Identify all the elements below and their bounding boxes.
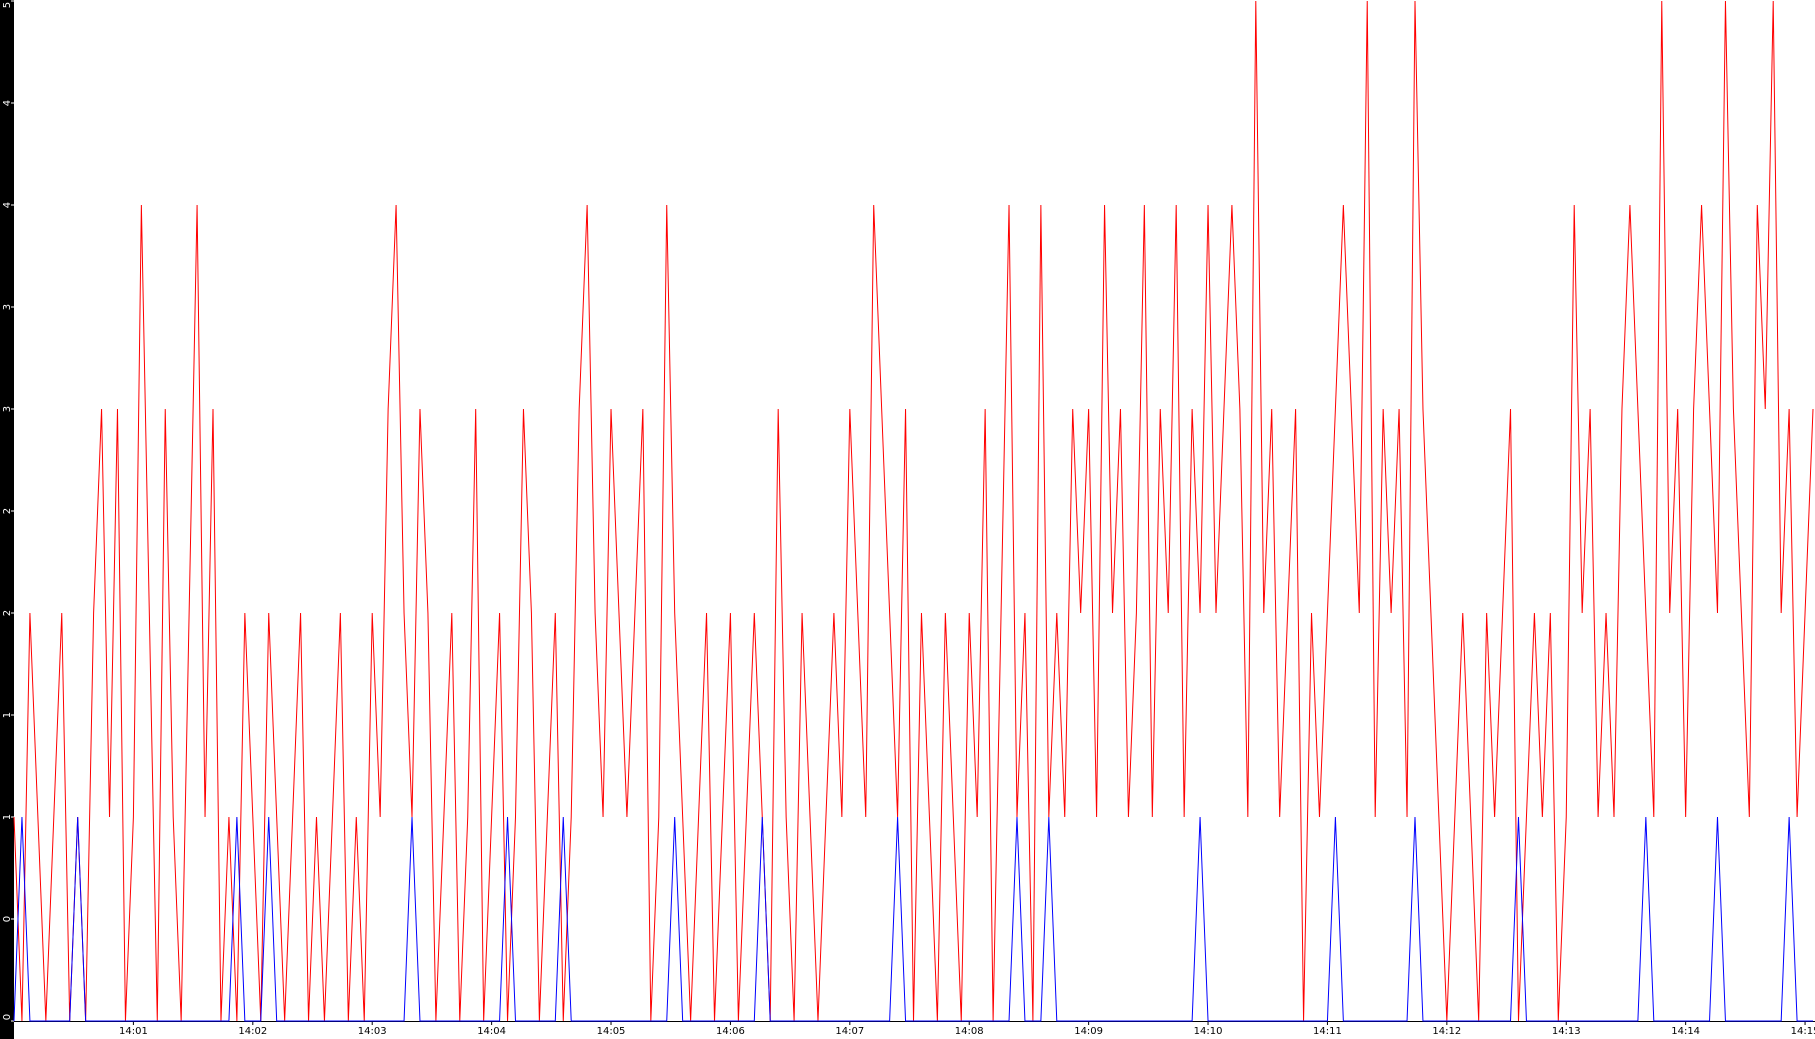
- y-tick-label: 4: [2, 202, 13, 208]
- y-tick-label: 3: [2, 304, 13, 310]
- x-tick-label: 14:09: [1074, 1026, 1103, 1037]
- y-tick-label: 0: [2, 916, 13, 922]
- y-tick-label: 1: [2, 712, 13, 718]
- x-tick-label: 14:03: [358, 1026, 387, 1037]
- x-tick-label: 14:06: [716, 1026, 745, 1037]
- x-tick-label: 14:12: [1432, 1026, 1461, 1037]
- x-tick-label: 14:08: [955, 1026, 984, 1037]
- x-tick-label: 14:05: [597, 1026, 626, 1037]
- y-axis-bar: [0, 0, 14, 1039]
- series-line: [13, 816, 1814, 1022]
- y-tick-label: 1: [2, 814, 13, 820]
- x-tick-label: 14:10: [1194, 1026, 1223, 1037]
- x-tick-label: 14:02: [238, 1026, 267, 1037]
- y-tick-label: 2: [2, 508, 13, 514]
- x-tick-label: 14:04: [477, 1026, 506, 1037]
- x-tick-label: 14:07: [835, 1026, 864, 1037]
- x-tick-label: 14:01: [119, 1026, 148, 1037]
- x-tick-label: 14:13: [1552, 1026, 1581, 1037]
- y-tick-label: 0: [2, 1014, 13, 1020]
- y-tick-label: 2: [2, 610, 13, 616]
- y-tick-label: 5: [2, 2, 13, 8]
- x-tick-label: 14:11: [1313, 1026, 1342, 1037]
- y-tick-label: 3: [2, 406, 13, 412]
- y-tick-label: 4: [2, 100, 13, 106]
- series-line: [13, 0, 1814, 1022]
- x-tick-label: 14:14: [1671, 1026, 1700, 1037]
- x-tick-label: 14:15: [1791, 1026, 1815, 1037]
